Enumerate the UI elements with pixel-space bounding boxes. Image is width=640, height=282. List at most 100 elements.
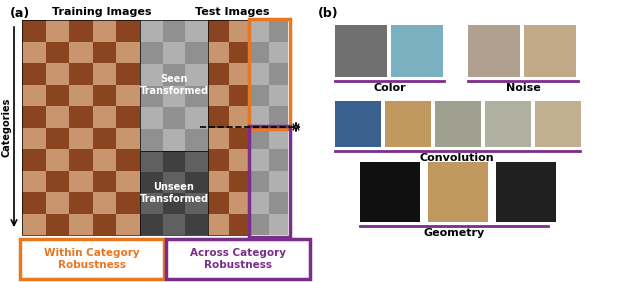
Bar [116, 213, 140, 235]
Bar [229, 41, 250, 63]
Bar [22, 149, 45, 171]
Bar [485, 101, 531, 147]
Bar [186, 42, 208, 64]
Bar [250, 106, 269, 127]
Bar [45, 106, 69, 127]
Bar [45, 85, 69, 106]
Bar [250, 85, 269, 106]
Bar [116, 20, 140, 41]
Bar [269, 41, 288, 63]
Bar [524, 25, 576, 77]
Bar [22, 213, 45, 235]
FancyBboxPatch shape [20, 239, 164, 279]
Text: Convolution: Convolution [420, 153, 494, 163]
Bar [22, 171, 45, 192]
Bar [186, 172, 208, 193]
Bar [208, 63, 229, 85]
Bar [140, 214, 163, 235]
Bar [163, 85, 186, 107]
Bar [208, 213, 229, 235]
Bar [250, 171, 269, 192]
Bar [45, 63, 69, 85]
Bar [269, 213, 288, 235]
Bar [140, 107, 163, 129]
Bar [335, 101, 381, 147]
Text: Across Category
Robustness: Across Category Robustness [190, 248, 286, 270]
Bar [93, 127, 116, 149]
Bar [186, 193, 208, 214]
Bar [93, 149, 116, 171]
Bar [208, 171, 229, 192]
Bar [45, 20, 69, 41]
Bar [186, 107, 208, 129]
Bar [208, 41, 229, 63]
Bar [269, 149, 288, 171]
Bar [250, 127, 269, 149]
Bar [186, 64, 208, 85]
Bar [208, 106, 229, 127]
Bar [45, 213, 69, 235]
Bar [93, 213, 116, 235]
Bar [269, 192, 288, 213]
Bar [269, 85, 288, 106]
Bar [208, 127, 229, 149]
Bar [69, 41, 93, 63]
Bar [93, 171, 116, 192]
Bar [45, 41, 69, 63]
Text: Unseen
Transformed: Unseen Transformed [140, 182, 209, 204]
Bar [435, 101, 481, 147]
Bar [140, 151, 208, 235]
Bar [140, 85, 163, 107]
Bar [140, 129, 163, 151]
Bar [140, 172, 163, 193]
Bar [163, 214, 186, 235]
Bar [140, 193, 163, 214]
Bar [248, 125, 289, 237]
Bar [208, 20, 250, 235]
Bar [335, 25, 387, 77]
Bar [250, 213, 269, 235]
Bar [22, 85, 45, 106]
Bar [93, 20, 116, 41]
Bar [140, 151, 163, 172]
Bar [269, 20, 288, 41]
Bar [69, 149, 93, 171]
Bar [22, 127, 45, 149]
Text: Geometry: Geometry [424, 228, 484, 238]
Bar [93, 85, 116, 106]
Bar [385, 101, 431, 147]
Bar [116, 41, 140, 63]
Text: Seen
Transformed: Seen Transformed [140, 74, 209, 96]
Bar [186, 85, 208, 107]
Bar [269, 127, 288, 149]
Bar [468, 25, 520, 77]
Bar [229, 171, 250, 192]
Bar [186, 20, 208, 42]
Text: Noise: Noise [506, 83, 540, 93]
Bar [250, 149, 269, 171]
Bar [163, 151, 186, 172]
Bar [163, 193, 186, 214]
Bar [496, 162, 556, 222]
Bar [208, 85, 229, 106]
Bar [116, 85, 140, 106]
Bar [163, 42, 186, 64]
Bar [69, 106, 93, 127]
Bar [140, 20, 208, 151]
Bar [93, 192, 116, 213]
Text: (b): (b) [318, 7, 339, 20]
Text: (a): (a) [10, 7, 30, 20]
Bar [140, 42, 163, 64]
Bar [45, 171, 69, 192]
Bar [116, 149, 140, 171]
Bar [428, 162, 488, 222]
Bar [163, 64, 186, 85]
Bar [186, 129, 208, 151]
Bar [116, 106, 140, 127]
Bar [93, 41, 116, 63]
Bar [45, 192, 69, 213]
Bar [22, 106, 45, 127]
Bar [229, 63, 250, 85]
Bar [116, 63, 140, 85]
Bar [93, 63, 116, 85]
